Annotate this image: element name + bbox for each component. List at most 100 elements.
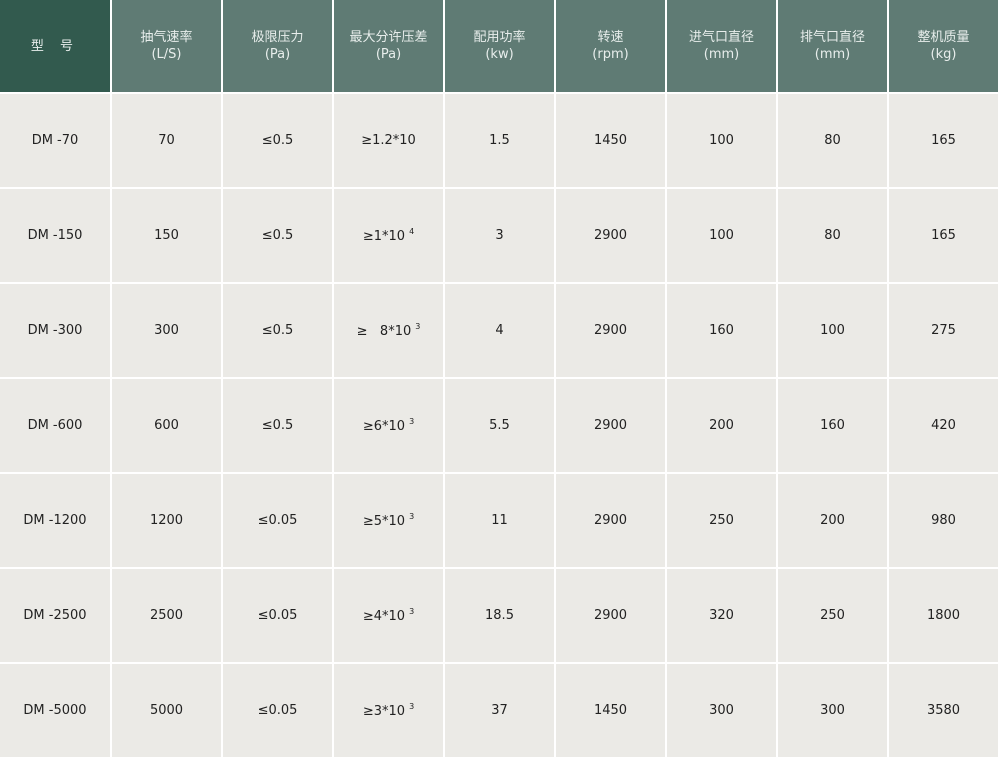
pressure-value: ≤0.05 <box>257 513 298 528</box>
cell-pressure: ≤0.5 <box>221 282 334 379</box>
cell-pressure: ≤0.5 <box>221 92 334 189</box>
speed-value: 150 <box>154 228 179 243</box>
column-unit: (kw) <box>485 47 514 62</box>
column-title: 转速 <box>597 30 624 45</box>
cell-mass: 3580 <box>887 662 1000 759</box>
outlet-value: 80 <box>824 133 841 148</box>
cell-outlet: 160 <box>776 377 889 474</box>
outlet-value: 100 <box>820 323 845 338</box>
rpm-value: 2900 <box>593 323 628 338</box>
model-value: DM -5000 <box>23 703 87 718</box>
speed-value: 70 <box>158 133 175 148</box>
cell-power: 18.5 <box>443 567 556 664</box>
cell-pressure: ≤0.5 <box>221 187 334 284</box>
speed-value: 600 <box>154 418 179 433</box>
cell-outlet: 80 <box>776 92 889 189</box>
power-value: 1.5 <box>489 133 510 148</box>
diff-value: ≥ 8*10 <box>356 324 412 339</box>
column-unit: (rpm) <box>592 47 629 62</box>
model-value: DM -2500 <box>23 608 87 623</box>
mass-value: 275 <box>931 323 956 338</box>
column-title: 最大分许压差 <box>349 30 428 45</box>
column-header: 型 号 <box>0 0 112 94</box>
model-value: DM -70 <box>31 133 79 148</box>
cell-outlet: 250 <box>776 567 889 664</box>
speed-value: 5000 <box>149 703 184 718</box>
cell-model: DM -150 <box>0 187 112 284</box>
inlet-value: 160 <box>709 323 734 338</box>
cell-rpm: 1450 <box>554 92 667 189</box>
cell-mass: 165 <box>887 92 1000 189</box>
exponent: 4 <box>409 227 415 236</box>
power-value: 18.5 <box>485 608 514 623</box>
cell-inlet: 100 <box>665 92 778 189</box>
cell-model: DM -1200 <box>0 472 112 569</box>
cell-power: 4 <box>443 282 556 379</box>
column-unit: (mm) <box>814 47 851 62</box>
cell-model: DM -70 <box>0 92 112 189</box>
pressure-value: ≤0.05 <box>257 608 298 623</box>
cell-mass: 420 <box>887 377 1000 474</box>
header-row: 型 号 抽气速率 (L/S) 极限压力 (Pa) 最大分许压差 (Pa) 配用功率 (kw) 转速… <box>0 0 1000 94</box>
power-value: 4 <box>495 323 504 338</box>
cell-outlet: 80 <box>776 187 889 284</box>
outlet-value: 250 <box>820 608 845 623</box>
pressure-value: ≤0.5 <box>261 323 294 338</box>
cell-power: 5.5 <box>443 377 556 474</box>
exponent: 3 <box>415 322 421 331</box>
exponent: 3 <box>409 702 415 711</box>
cell-inlet: 300 <box>665 662 778 759</box>
cell-model: DM -2500 <box>0 567 112 664</box>
power-value: 37 <box>491 703 508 718</box>
cell-outlet: 300 <box>776 662 889 759</box>
speed-value: 1200 <box>149 513 184 528</box>
cell-model: DM -5000 <box>0 662 112 759</box>
model-value: DM -300 <box>27 323 83 338</box>
cell-inlet: 200 <box>665 377 778 474</box>
cell-pressure: ≤0.5 <box>221 377 334 474</box>
column-header: 排气口直径 (mm) <box>776 0 889 94</box>
rpm-value: 1450 <box>593 703 628 718</box>
rpm-value: 2900 <box>593 228 628 243</box>
column-unit: (kg) <box>930 47 957 62</box>
column-unit: (L/S) <box>151 47 182 62</box>
pressure-value: ≤0.5 <box>261 228 294 243</box>
cell-power: 11 <box>443 472 556 569</box>
model-value: DM -1200 <box>23 513 87 528</box>
table-row: DM -1200 1200 ≤0.05 ≥5*10 3 11 2900 250 200 980 <box>0 472 1000 569</box>
cell-speed: 300 <box>110 282 223 379</box>
column-title: 配用功率 <box>473 30 526 45</box>
column-title: 整机质量 <box>917 30 970 45</box>
cell-pressure: ≤0.05 <box>221 472 334 569</box>
power-value: 3 <box>495 228 504 243</box>
cell-outlet: 100 <box>776 282 889 379</box>
inlet-value: 100 <box>709 133 734 148</box>
mass-value: 1800 <box>926 608 961 623</box>
column-unit: (Pa) <box>264 47 291 62</box>
table-row: DM -70 70 ≤0.5 ≥1.2*10 1.5 1450 100 80 165 <box>0 92 1000 189</box>
power-value: 5.5 <box>489 418 510 433</box>
cell-speed: 1200 <box>110 472 223 569</box>
cell-diff: ≥1*10 4 <box>332 187 445 284</box>
diff-value: ≥1*10 <box>362 229 406 244</box>
cell-diff: ≥5*10 3 <box>332 472 445 569</box>
speed-value: 300 <box>154 323 179 338</box>
cell-mass: 165 <box>887 187 1000 284</box>
table-row: DM -150 150 ≤0.5 ≥1*10 4 3 2900 100 80 165 <box>0 187 1000 284</box>
cell-mass: 1800 <box>887 567 1000 664</box>
exponent: 3 <box>409 512 415 521</box>
diff-value: ≥6*10 <box>362 419 406 434</box>
column-header: 最大分许压差 (Pa) <box>332 0 445 94</box>
column-header: 极限压力 (Pa) <box>221 0 334 94</box>
column-header: 配用功率 (kw) <box>443 0 556 94</box>
cell-inlet: 100 <box>665 187 778 284</box>
table-row: DM -2500 2500 ≤0.05 ≥4*10 3 18.5 2900 320 250 180… <box>0 567 1000 664</box>
cell-rpm: 1450 <box>554 662 667 759</box>
cell-diff: ≥ 8*10 3 <box>332 282 445 379</box>
pressure-value: ≤0.5 <box>261 133 294 148</box>
cell-speed: 70 <box>110 92 223 189</box>
cell-mass: 980 <box>887 472 1000 569</box>
pressure-value: ≤0.5 <box>261 418 294 433</box>
table-row: DM -5000 5000 ≤0.05 ≥3*10 3 37 1450 300 300 3580 <box>0 662 1000 759</box>
rpm-value: 2900 <box>593 418 628 433</box>
